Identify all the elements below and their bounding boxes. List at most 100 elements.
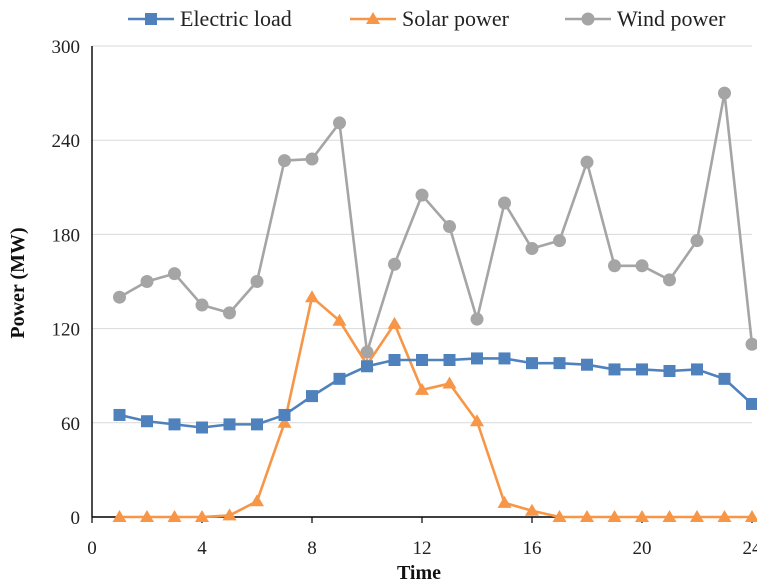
x-tick-label: 0 [87, 538, 97, 559]
data-point-wind-power [525, 242, 539, 256]
y-tick-label: 240 [52, 131, 81, 152]
data-point-electric-load [416, 354, 428, 366]
data-point-solar-power [250, 494, 264, 507]
legend-marker-solar-power [366, 12, 380, 24]
series-electric-load [113, 352, 757, 434]
series-line-wind-power [118, 91, 754, 354]
data-point-wind-power [195, 298, 209, 312]
y-tick-label: 180 [52, 225, 81, 246]
data-point-wind-power [690, 234, 704, 248]
y-axis-title: Power (MW) [7, 227, 29, 338]
x-tick-labels: 0 4 8 12 16 20 24 [87, 538, 757, 559]
data-point-solar-power [745, 510, 757, 522]
data-point-electric-load [746, 397, 757, 410]
data-point-electric-load [278, 408, 291, 421]
data-point-wind-power [360, 345, 374, 359]
legend-item-solar-power: Solar power [350, 6, 510, 31]
data-point-solar-power [415, 382, 429, 395]
data-point-wind-power [140, 275, 154, 288]
data-point-solar-power [690, 510, 704, 522]
y-tick-labels: 0 60 120 180 240 300 [52, 37, 81, 529]
data-point-wind-power [278, 154, 291, 168]
x-tick-label: 16 [523, 538, 542, 559]
series-wind-power [113, 86, 757, 359]
data-point-wind-power [113, 290, 126, 304]
data-point-wind-power [635, 259, 649, 273]
x-tick-label: 20 [633, 538, 652, 559]
data-point-solar-power [607, 510, 622, 522]
data-point-electric-load [388, 354, 401, 366]
data-point-wind-power [580, 155, 594, 169]
legend-label-solar-power: Solar power [402, 6, 510, 31]
data-point-electric-load [498, 352, 511, 365]
data-point-solar-power [277, 415, 292, 428]
data-point-solar-power [525, 503, 539, 516]
x-tick-label: 8 [307, 538, 317, 559]
x-tick-label: 12 [413, 538, 432, 559]
legend-marker-electric-load [145, 13, 157, 25]
data-point-wind-power [718, 86, 731, 100]
data-point-wind-power [415, 188, 429, 202]
data-point-electric-load [361, 360, 373, 373]
data-point-electric-load [113, 408, 126, 421]
data-point-wind-power [608, 259, 621, 273]
data-point-solar-power [717, 510, 732, 522]
data-point-wind-power [305, 152, 319, 166]
data-point-wind-power [388, 257, 401, 271]
data-point-solar-power [552, 510, 567, 522]
data-point-electric-load [608, 363, 621, 376]
y-tick-label: 60 [61, 414, 80, 435]
data-point-solar-power [195, 510, 209, 522]
data-point-electric-load [526, 357, 538, 370]
x-tick-label: 4 [197, 538, 207, 559]
data-point-electric-load [471, 352, 483, 365]
data-point-solar-power [305, 290, 319, 303]
data-point-electric-load [141, 415, 153, 428]
legend-item-wind-power: Wind power [565, 6, 726, 31]
legend-label-electric-load: Electric load [180, 6, 292, 31]
data-point-wind-power [553, 234, 566, 248]
x-axis-title: Time [397, 562, 441, 581]
data-point-solar-power [222, 508, 237, 521]
data-point-solar-power [167, 510, 182, 522]
y-tick-label: 300 [52, 37, 81, 58]
data-point-solar-power [140, 510, 154, 522]
data-point-electric-load [306, 390, 318, 403]
legend-item-electric-load: Electric load [128, 6, 292, 31]
data-point-electric-load [663, 364, 676, 377]
data-point-electric-load [251, 418, 263, 431]
data-point-solar-power [332, 313, 347, 326]
data-point-electric-load [691, 363, 703, 376]
x-tick-label: 24 [743, 538, 757, 559]
data-point-wind-power [663, 273, 676, 287]
data-point-electric-load [581, 358, 593, 371]
series-line-electric-load [119, 357, 753, 429]
data-point-electric-load [718, 372, 731, 385]
data-point-wind-power [498, 196, 511, 210]
data-point-electric-load [636, 363, 648, 376]
data-point-electric-load [553, 357, 566, 370]
data-point-wind-power [333, 116, 346, 130]
data-point-electric-load [223, 418, 236, 431]
data-point-solar-power [662, 510, 677, 522]
legend: Electric load Solar power Wind power [128, 6, 726, 31]
data-point-wind-power [443, 220, 456, 234]
data-point-solar-power [635, 510, 649, 522]
series [112, 86, 757, 522]
y-tick-label: 120 [52, 320, 81, 341]
data-point-solar-power [387, 316, 402, 329]
data-point-wind-power [745, 337, 757, 351]
legend-label-wind-power: Wind power [617, 6, 726, 31]
data-point-electric-load [168, 418, 181, 431]
data-point-solar-power [497, 495, 512, 508]
data-point-wind-power [223, 306, 236, 320]
gridlines [92, 45, 752, 424]
data-point-solar-power [580, 510, 594, 522]
axes [91, 46, 753, 523]
series-line-solar-power [119, 295, 752, 519]
data-point-wind-power [168, 267, 181, 281]
y-tick-label: 0 [71, 508, 81, 529]
data-point-electric-load [196, 421, 208, 434]
data-point-wind-power [250, 275, 264, 288]
